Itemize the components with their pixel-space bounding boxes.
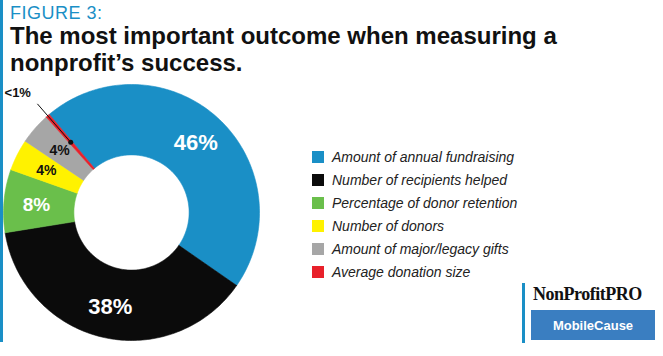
html-text:MobileCause: MobileCause [552, 317, 634, 333]
html-text:The most important outcome whe: The most important outcome when measurin… [10, 22, 557, 76]
html-text:NonProfitPRO: NonProfitPRO [533, 284, 642, 304]
svg-text:38%: 38% [88, 294, 132, 319]
svg-text:8%: 8% [23, 194, 51, 215]
svg-text:46%: 46% [174, 130, 218, 155]
html-text:Percentage of donor retention: Percentage of donor retention [332, 194, 518, 211]
html-text:Average donation size: Average donation size [332, 263, 471, 280]
svg-text:4%: 4% [49, 142, 70, 158]
html-text:FIGURE 3:: FIGURE 3: [10, 3, 103, 23]
svg-text:4%: 4% [36, 162, 57, 178]
html-text:Number of recipients helped: Number of recipients helped [332, 171, 508, 188]
svg-text:<1%: <1% [5, 85, 32, 100]
html-text:Amount of annual fundraising: Amount of annual fundraising [332, 148, 515, 165]
html-text:Number of donors: Number of donors [332, 217, 445, 234]
html-text:Amount of major/legacy gifts: Amount of major/legacy gifts [332, 240, 509, 257]
